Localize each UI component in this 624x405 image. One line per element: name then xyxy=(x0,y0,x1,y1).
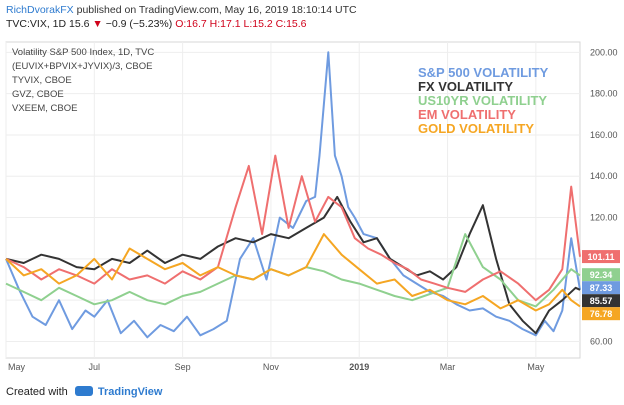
author-link[interactable]: RichDvorakFX xyxy=(6,4,74,16)
last-value-label: 92.34 xyxy=(590,270,613,280)
price-change: −0.9 (−5.23%) xyxy=(105,18,173,30)
indicator-legend-item: TYVIX, CBOE xyxy=(12,75,72,86)
last-value-label: 85.57 xyxy=(590,296,613,306)
series-line-em-volatility xyxy=(5,154,581,302)
x-tick-label: May xyxy=(8,362,26,372)
last-price: 15.6 xyxy=(69,18,90,30)
x-tick-label: Sep xyxy=(175,362,191,372)
indicator-legend-item: Volatility S&P 500 Index, 1D, TVC xyxy=(12,47,154,58)
y-tick-label: 160.00 xyxy=(590,130,618,140)
created-with-text: Created with xyxy=(6,386,68,398)
series-legend-entry: FX VOLATILITY xyxy=(418,79,513,94)
last-value-badge xyxy=(582,250,620,264)
x-tick-label: 2019 xyxy=(349,362,369,372)
x-tick-label: Mar xyxy=(440,362,456,372)
indicator-legend-item: (EUVIX+BPVIX+JYVIX)/3, CBOE xyxy=(12,61,152,72)
y-tick-label: 200.00 xyxy=(590,47,618,57)
plot-area xyxy=(5,41,581,359)
symbol-line: TVC:VIX, 1D 15.6 ▼ −0.9 (−5.23%) O:16.7 … xyxy=(6,18,307,30)
last-value-badge xyxy=(582,307,620,321)
series-legend-entry: US10YR VOLATILITY xyxy=(418,93,547,108)
series-legend-entry: GOLD VOLATILITY xyxy=(418,121,534,136)
symbol-name: TVC:VIX, 1D xyxy=(6,18,67,30)
x-tick-label: Jul xyxy=(89,362,101,372)
last-value-label: 87.33 xyxy=(590,283,613,293)
x-tick-label: May xyxy=(527,362,545,372)
y-tick-label: 120.00 xyxy=(590,213,618,223)
tradingview-logo-icon xyxy=(74,386,93,396)
down-arrow-icon: ▼ xyxy=(92,18,103,30)
series-legend-entry: EM VOLATILITY xyxy=(418,107,516,122)
y-tick-label: 140.00 xyxy=(590,171,618,181)
published-text: published on TradingView.com, May 16, 20… xyxy=(76,4,357,16)
footer: Created with TradingView xyxy=(6,386,162,398)
last-value-badge xyxy=(582,294,620,308)
x-tick-label: Nov xyxy=(263,362,280,372)
ohlc-values: O:16.7 H:17.1 L:15.2 C:15.6 xyxy=(175,18,307,30)
last-value-label: 101.11 xyxy=(587,252,614,262)
y-tick-label: 60.00 xyxy=(590,336,613,346)
series-line-gold-volatility xyxy=(5,233,581,312)
publish-header: RichDvorakFX published on TradingView.co… xyxy=(6,4,357,16)
series-legend-entry: S&P 500 VOLATILITY xyxy=(418,65,549,80)
series-line-s-p-500-volatility xyxy=(5,51,581,339)
last-value-label: 76.78 xyxy=(590,309,613,319)
series-line-fx-volatility xyxy=(5,195,581,335)
indicator-legend-item: VXEEM, CBOE xyxy=(12,103,77,114)
tradingview-brand[interactable]: TradingView xyxy=(97,386,163,398)
last-value-badge xyxy=(582,281,620,295)
indicator-legend-item: GVZ, CBOE xyxy=(12,89,64,100)
y-tick-label: 180.00 xyxy=(590,89,618,99)
last-value-badge xyxy=(582,268,620,282)
